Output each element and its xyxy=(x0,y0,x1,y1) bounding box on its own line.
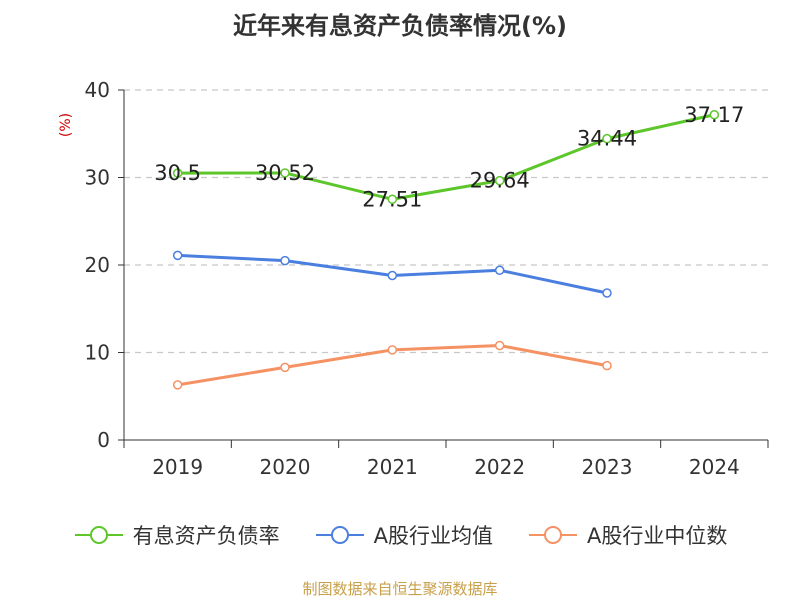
data-point xyxy=(174,381,182,389)
x-tick-label: 2021 xyxy=(367,455,418,479)
y-axis-label: (%) xyxy=(58,113,74,137)
data-point xyxy=(388,346,396,354)
data-point xyxy=(174,251,182,259)
data-point xyxy=(496,266,504,274)
data-point xyxy=(281,363,289,371)
data-point xyxy=(603,362,611,370)
data-label: 37.17 xyxy=(684,103,744,127)
legend: 有息资产负债率 A股行业均值 A股行业中位数 xyxy=(0,520,800,550)
legend-label: A股行业均值 xyxy=(374,520,493,550)
data-label: 27.51 xyxy=(362,187,422,211)
source-note: 制图数据来自恒生聚源数据库 xyxy=(0,578,800,599)
y-tick-label: 10 xyxy=(85,341,110,365)
data-point xyxy=(281,257,289,265)
data-point xyxy=(496,342,504,350)
chart-plot: 0 10 20 30 40 2019 2020 2021 2022 2023 2024 (%) 30.5… xyxy=(0,0,800,600)
x-tick-label: 2019 xyxy=(152,455,203,479)
y-tick-label: 30 xyxy=(85,166,110,190)
y-tick-label: 0 xyxy=(97,428,110,452)
legend-label: 有息资产负债率 xyxy=(133,520,280,550)
y-tick-label: 20 xyxy=(85,253,110,277)
legend-item-interest-debt-ratio[interactable]: 有息资产负债率 xyxy=(73,520,280,550)
data-point xyxy=(603,289,611,297)
x-tick-label: 2020 xyxy=(260,455,311,479)
x-tick-label: 2024 xyxy=(689,455,740,479)
data-label: 30.5 xyxy=(154,161,201,185)
legend-label: A股行业中位数 xyxy=(587,520,727,550)
x-tick-label: 2023 xyxy=(582,455,633,479)
legend-swatch-orange-icon xyxy=(527,524,579,546)
legend-swatch-green-icon xyxy=(73,524,125,546)
legend-item-industry-mean[interactable]: A股行业均值 xyxy=(314,520,493,550)
y-tick-label: 40 xyxy=(85,78,110,102)
data-label: 34.44 xyxy=(577,127,637,151)
data-point xyxy=(388,272,396,280)
data-label: 29.64 xyxy=(470,169,530,193)
data-label: 30.52 xyxy=(255,161,315,185)
legend-item-industry-median[interactable]: A股行业中位数 xyxy=(527,520,727,550)
legend-swatch-blue-icon xyxy=(314,524,366,546)
x-tick-label: 2022 xyxy=(474,455,525,479)
